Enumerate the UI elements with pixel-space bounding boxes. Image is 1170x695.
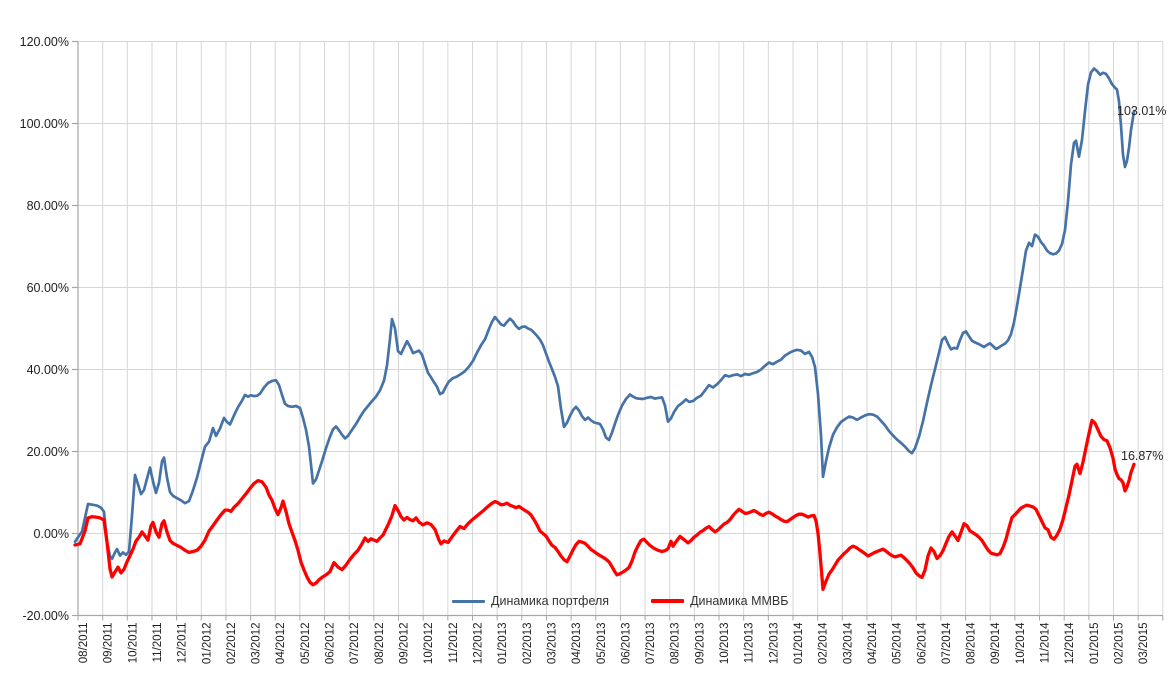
- x-tick-label: 11/2013: [744, 623, 756, 664]
- x-tick-label: 10/2013: [719, 623, 731, 665]
- x-tick-label: 05/2014: [892, 622, 904, 664]
- y-tick-label: 80.00%: [27, 199, 69, 213]
- x-tick-label: 04/2012: [275, 623, 287, 665]
- y-tick-label: 100.00%: [20, 117, 69, 131]
- x-tick-label: 06/2012: [325, 623, 337, 665]
- x-tick-label: 09/2013: [694, 623, 706, 665]
- x-tick-label: 01/2015: [1089, 623, 1101, 665]
- x-tick-label: 01/2012: [201, 623, 213, 665]
- portfolio-legend-label: Динамика портфеля: [491, 594, 610, 608]
- x-tick-label: 06/2013: [620, 623, 632, 665]
- micex-line-swatch: [651, 599, 685, 603]
- series-line-portfolio[interactable]: [73, 67, 1136, 561]
- legend-item-micex[interactable]: Динамика ММВБ: [651, 594, 788, 608]
- x-tick-label: 03/2012: [251, 623, 263, 665]
- x-tick-label: 04/2014: [867, 622, 879, 664]
- y-tick-label: 20.00%: [27, 445, 69, 459]
- x-tick-label: 12/2011: [177, 623, 189, 664]
- y-tick-label: 40.00%: [27, 363, 69, 377]
- x-tick-label: 02/2015: [1114, 623, 1126, 665]
- x-tick-label: 12/2014: [1064, 622, 1076, 664]
- x-tick-label: 03/2014: [842, 622, 854, 664]
- x-tick-label: 10/2014: [1015, 622, 1027, 664]
- x-tick-label: 02/2012: [226, 623, 238, 665]
- legend: Динамика портфеля Динамика ММВБ: [452, 594, 788, 608]
- x-tick-label: 07/2013: [645, 623, 657, 665]
- x-tick-label: 09/2012: [399, 623, 411, 665]
- x-tick-label: 04/2013: [571, 623, 583, 665]
- x-tick-label: 06/2014: [916, 622, 928, 664]
- portfolio-line-swatch: [452, 599, 485, 603]
- x-tick-label: 02/2014: [818, 622, 830, 664]
- y-tick-label: 0.00%: [34, 527, 69, 541]
- x-tick-label: 12/2012: [472, 623, 484, 665]
- legend-item-portfolio[interactable]: Динамика портфеля: [452, 594, 609, 608]
- x-tick-label: 10/2012: [423, 623, 435, 665]
- x-tick-label: 09/2011: [103, 623, 115, 664]
- x-tick-label: 07/2014: [941, 622, 953, 664]
- x-tick-label: 07/2012: [349, 623, 361, 665]
- x-tick-label: 02/2013: [522, 623, 534, 665]
- x-tick-label: 03/2013: [546, 623, 558, 665]
- x-tick-label: 03/2015: [1138, 623, 1150, 665]
- x-tick-label: 11/2014: [1040, 622, 1052, 663]
- x-tick-label: 09/2014: [990, 622, 1002, 664]
- micex-legend-label: Динамика ММВБ: [690, 594, 789, 608]
- x-tick-label: 11/2012: [448, 623, 460, 664]
- x-tick-label: 01/2014: [793, 622, 805, 664]
- micex-end-value-label: 16.87%: [1121, 449, 1164, 463]
- x-tick-label: 08/2011: [78, 623, 90, 664]
- x-tick-label: 10/2011: [127, 623, 139, 664]
- x-tick-label: 01/2013: [497, 623, 509, 665]
- portfolio-end-value-label: 103.01%: [1117, 104, 1167, 118]
- series-line-micex[interactable]: [73, 418, 1136, 591]
- x-tick-label: 08/2014: [966, 622, 978, 664]
- x-tick-label: 08/2013: [670, 623, 682, 665]
- y-tick-label: 120.00%: [20, 35, 69, 49]
- y-tick-label: 60.00%: [27, 281, 69, 295]
- y-tick-label: -20.00%: [22, 609, 69, 623]
- x-tick-label: 05/2012: [300, 623, 312, 665]
- x-tick-label: 11/2011: [152, 623, 164, 663]
- x-tick-label: 08/2012: [374, 623, 386, 665]
- x-tick-label: 05/2013: [596, 623, 608, 665]
- x-tick-label: 12/2013: [768, 623, 780, 665]
